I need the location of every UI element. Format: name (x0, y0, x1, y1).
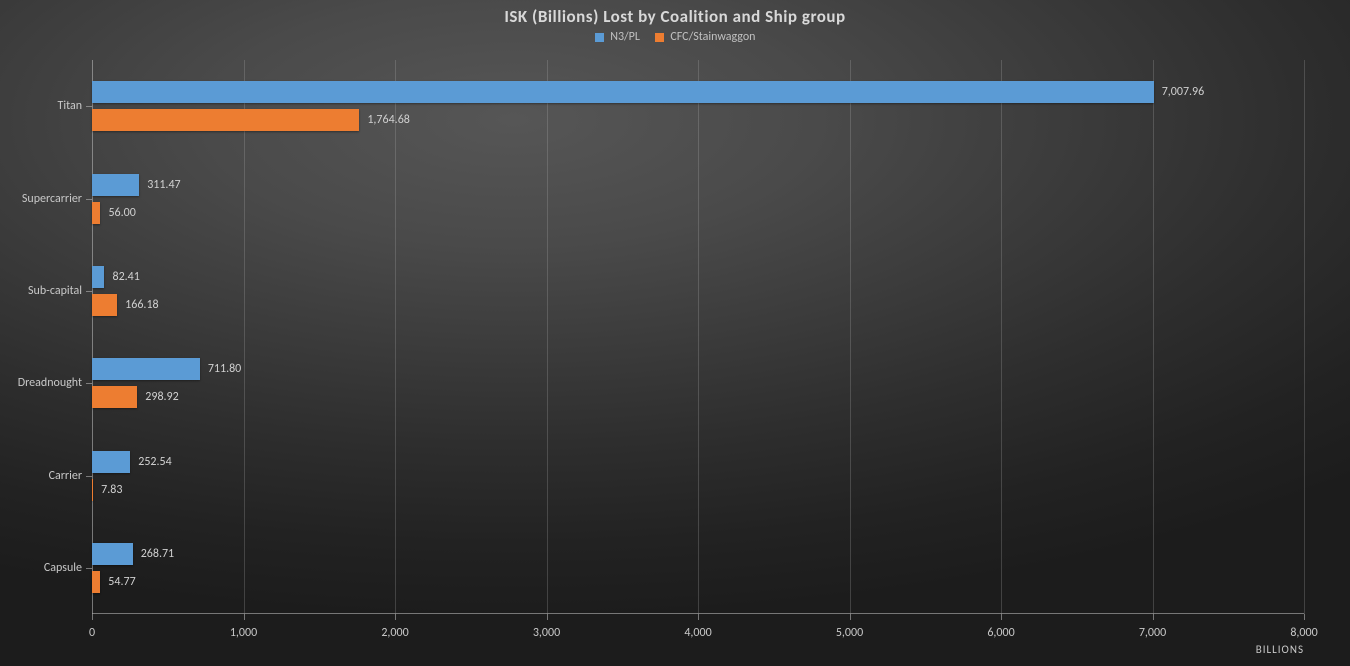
x-tick (1153, 614, 1154, 620)
legend-label-1: CFC/Stainwaggon (670, 30, 755, 44)
x-tick-label: 1,000 (230, 626, 257, 640)
grid-line (395, 60, 396, 614)
bar-value-label: 1,764.68 (359, 113, 410, 127)
y-tick (86, 568, 92, 569)
bar: 56.00 (92, 202, 100, 224)
bar: 711.80 (92, 358, 200, 380)
bar: 82.41 (92, 266, 104, 288)
legend-swatch-0 (595, 33, 604, 42)
bar: 54.77 (92, 571, 100, 593)
grid-line (1304, 60, 1305, 614)
x-tick-label: 3,000 (533, 626, 560, 640)
x-tick-label: 4,000 (684, 626, 711, 640)
grid-line (244, 60, 245, 614)
x-tick (850, 614, 851, 620)
bar: 252.54 (92, 451, 130, 473)
bar: 7,007.96 (92, 81, 1154, 103)
bar: 7.83 (92, 479, 93, 501)
bar: 1,764.68 (92, 109, 359, 131)
bar-value-label: 252.54 (130, 455, 171, 469)
y-tick (86, 476, 92, 477)
x-tick-label: 6,000 (987, 626, 1014, 640)
grid-line (547, 60, 548, 614)
bar: 311.47 (92, 174, 139, 196)
y-tick (86, 106, 92, 107)
grid-line (850, 60, 851, 614)
bar: 166.18 (92, 294, 117, 316)
bar-value-label: 311.47 (139, 178, 180, 192)
category-label: Dreadnought (0, 376, 92, 390)
x-axis-title: BILLIONS (1256, 643, 1304, 656)
legend-item-0: N3/PL (595, 30, 640, 44)
chart-title: ISK (Billions) Lost by Coalition and Shi… (0, 6, 1350, 27)
category-label: Supercarrier (0, 192, 92, 206)
bar-value-label: 56.00 (100, 206, 135, 220)
grid-line (1001, 60, 1002, 614)
x-tick-label: 0 (89, 626, 95, 640)
category-label: Titan (0, 99, 92, 113)
x-tick (547, 614, 548, 620)
y-tick (86, 199, 92, 200)
x-tick-label: 8,000 (1290, 626, 1317, 640)
grid-line (1153, 60, 1154, 614)
x-tick (395, 614, 396, 620)
category-label: Carrier (0, 469, 92, 483)
chart-legend: N3/PL CFC/Stainwaggon (0, 30, 1350, 44)
x-tick-label: 5,000 (836, 626, 863, 640)
bar-value-label: 54.77 (100, 575, 135, 589)
bar-value-label: 166.18 (117, 298, 158, 312)
x-tick (1304, 614, 1305, 620)
bar-value-label: 711.80 (200, 362, 241, 376)
bar: 298.92 (92, 386, 137, 408)
x-tick (244, 614, 245, 620)
x-tick (1001, 614, 1002, 620)
bar: 268.71 (92, 543, 133, 565)
x-tick-label: 7,000 (1139, 626, 1166, 640)
y-axis-line (92, 60, 93, 614)
y-tick (86, 383, 92, 384)
y-tick (86, 291, 92, 292)
bar-value-label: 298.92 (137, 390, 178, 404)
bar-value-label: 7,007.96 (1154, 85, 1205, 99)
bar-value-label: 7.83 (93, 483, 122, 497)
x-tick (698, 614, 699, 620)
chart-container: ISK (Billions) Lost by Coalition and Shi… (0, 0, 1350, 666)
category-label: Sub-capital (0, 284, 92, 298)
grid-line (698, 60, 699, 614)
plot-area: BILLIONS 01,0002,0003,0004,0005,0006,000… (92, 60, 1304, 614)
category-label: Capsule (0, 561, 92, 575)
legend-item-1: CFC/Stainwaggon (655, 30, 756, 44)
legend-label-0: N3/PL (610, 30, 640, 44)
x-tick (92, 614, 93, 620)
x-tick-label: 2,000 (381, 626, 408, 640)
bar-value-label: 268.71 (133, 547, 174, 561)
legend-swatch-1 (655, 33, 664, 42)
bar-value-label: 82.41 (104, 270, 139, 284)
